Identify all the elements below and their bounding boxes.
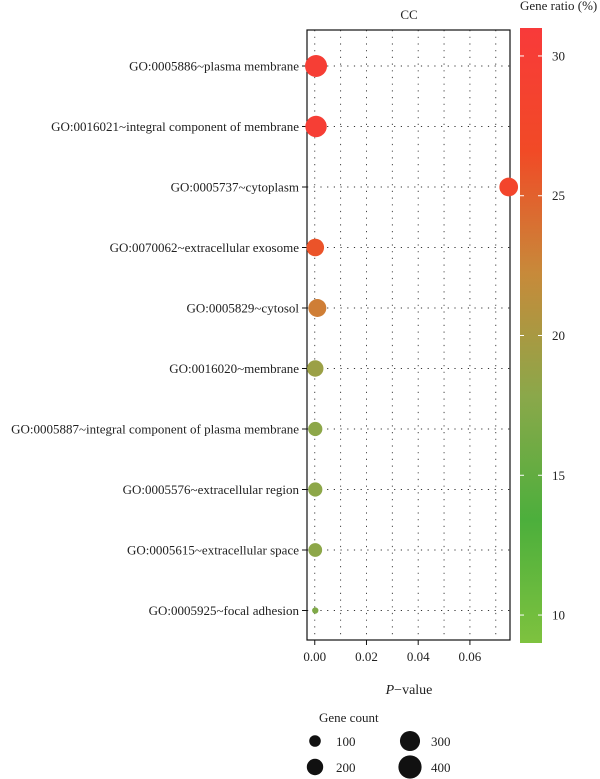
data-point: [308, 482, 323, 497]
data-point: [305, 54, 328, 78]
size-legend-label: 400: [431, 760, 451, 775]
color-tick-label: 20: [552, 328, 565, 343]
size-legend: Gene count 100 200 300 400: [306, 710, 451, 779]
data-point: [307, 360, 324, 377]
data-point: [306, 238, 325, 257]
data-point: [308, 421, 323, 437]
color-tick-label: 30: [552, 48, 565, 63]
x-axis-title: P−value: [385, 683, 433, 698]
color-tick-label: 10: [552, 608, 565, 623]
data-point: [308, 543, 323, 557]
color-tick-label: 25: [552, 188, 565, 203]
category-label: GO:0005887~integral component of plasma …: [11, 422, 299, 437]
data-point: [312, 607, 319, 614]
y-axis: GO:0005886~plasma membrane GO:0016021~int…: [11, 59, 307, 618]
x-tick-label: 0.02: [355, 649, 378, 664]
category-label: GO:0016021~integral component of membran…: [51, 119, 299, 134]
data-point: [499, 177, 519, 197]
size-legend-marker: [399, 730, 421, 752]
color-legend-title: Gene ratio (%): [520, 0, 597, 13]
size-legend-label: 200: [336, 760, 356, 775]
x-tick-label: 0.04: [407, 649, 430, 664]
plot-border: [306, 29, 511, 641]
category-label: GO:0070062~extracellular exosome: [110, 240, 300, 255]
color-bar: [520, 28, 542, 643]
data-points: [305, 54, 519, 614]
category-label: GO:0005925~focal adhesion: [149, 603, 300, 618]
x-axis-title-suffix: −value: [394, 683, 432, 698]
x-axis-title-prefix: P: [385, 683, 395, 698]
x-tick-label: 0.00: [303, 649, 326, 664]
size-legend-label: 100: [336, 734, 356, 749]
color-tick-label: 15: [552, 468, 565, 483]
x-axis: 0.00 0.02 0.04 0.06: [303, 640, 482, 664]
color-bar-ticks: 10 15 20 25 30: [520, 48, 565, 623]
size-legend-marker: [309, 735, 321, 747]
data-point: [308, 299, 327, 317]
size-legend-marker: [306, 758, 324, 776]
category-label: GO:0005737~cytoplasm: [171, 180, 299, 195]
color-legend: Gene ratio (%) 10 15 20 25 30: [520, 0, 597, 643]
x-tick-label: 0.06: [459, 649, 482, 664]
data-point: [305, 115, 327, 138]
size-legend-label: 300: [431, 734, 451, 749]
category-label: GO:0005886~plasma membrane: [129, 59, 299, 74]
category-label: GO:0005829~cytosol: [187, 301, 300, 316]
size-legend-marker: [398, 755, 422, 779]
category-label: GO:0005615~extracellular space: [127, 543, 299, 558]
category-label: GO:0005576~extracellular region: [123, 482, 300, 497]
panel-title: CC: [400, 7, 417, 22]
category-label: GO:0016020~membrane: [169, 361, 299, 376]
size-legend-title: Gene count: [319, 710, 379, 725]
